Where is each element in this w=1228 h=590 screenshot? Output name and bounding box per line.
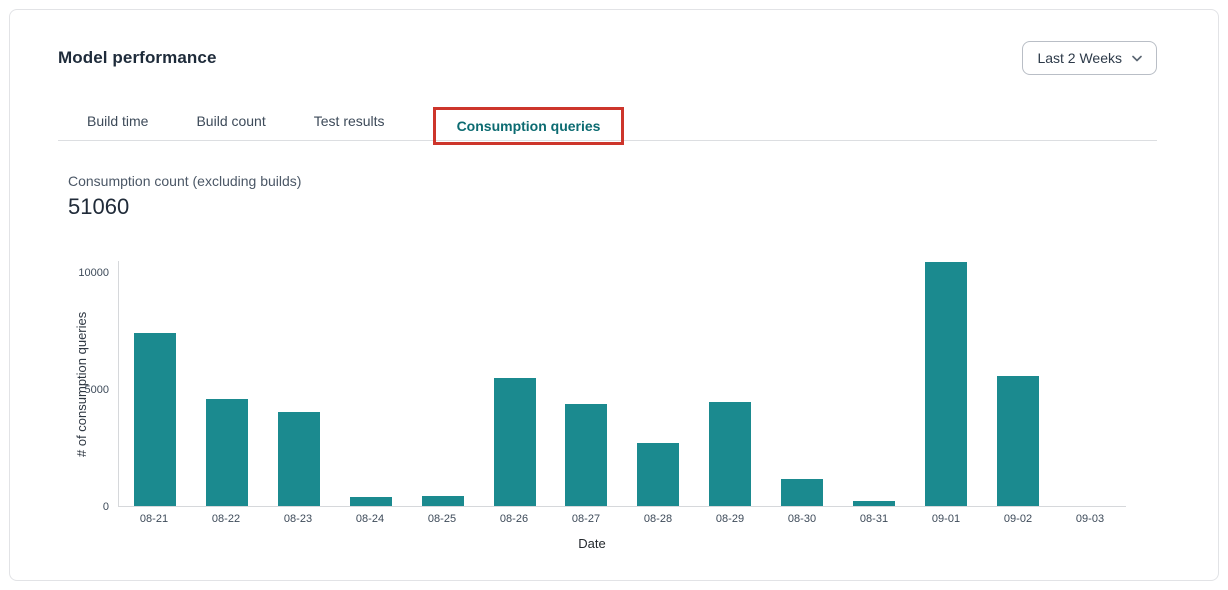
tab-consumption-queries[interactable]: Consumption queries xyxy=(456,118,601,134)
tab-test-results[interactable]: Test results xyxy=(313,112,385,129)
bar-08-29[interactable] xyxy=(709,402,752,506)
bar-slot xyxy=(982,376,1054,506)
consumption-count-metric: Consumption count (excluding builds) 510… xyxy=(68,173,1157,220)
chevron-down-icon xyxy=(1132,55,1142,62)
x-tick-label: 09-03 xyxy=(1075,513,1105,525)
bar-09-01[interactable] xyxy=(925,262,968,506)
y-tick-label: 10000 xyxy=(78,266,109,279)
plot-wrap: # of consumption queries 0 5000 10000 xyxy=(74,261,1126,513)
x-tick-label: 09-02 xyxy=(1003,513,1033,525)
bar-09-02[interactable] xyxy=(997,376,1040,506)
x-tick-label: 09-01 xyxy=(931,513,961,525)
metric-value: 51060 xyxy=(68,194,130,219)
header: Model performance Last 2 Weeks xyxy=(58,41,1157,75)
bar-slot xyxy=(191,399,263,506)
x-tick-label: 08-25 xyxy=(427,513,457,525)
x-tick-label: 08-28 xyxy=(643,513,673,525)
annotation-highlight-box: Consumption queries xyxy=(432,107,625,145)
time-range-value: Last 2 Weeks xyxy=(1037,50,1122,66)
x-tick-label: 08-29 xyxy=(715,513,745,525)
tab-build-count[interactable]: Build count xyxy=(196,112,266,129)
bar-slot xyxy=(119,333,191,506)
bar-08-31[interactable] xyxy=(853,501,896,506)
bar-slot xyxy=(479,378,551,506)
bar-08-24[interactable] xyxy=(349,497,392,506)
bar-slot xyxy=(694,402,766,506)
bar-08-22[interactable] xyxy=(205,399,248,506)
x-tick-label: 08-26 xyxy=(499,513,529,525)
bar-08-27[interactable] xyxy=(565,404,608,506)
x-tick-label: 08-27 xyxy=(571,513,601,525)
x-tick-label: 08-21 xyxy=(139,513,169,525)
bar-08-25[interactable] xyxy=(421,496,464,506)
bar-slot xyxy=(551,404,623,506)
plot-area xyxy=(118,261,1126,507)
bar-slot xyxy=(407,496,479,506)
tab-build-time[interactable]: Build time xyxy=(87,112,149,129)
x-tick-label: 08-31 xyxy=(859,513,889,525)
bar-08-30[interactable] xyxy=(781,479,824,506)
y-tick-label: 0 xyxy=(102,501,109,513)
x-tick-label: 08-30 xyxy=(787,513,817,525)
bar-08-28[interactable] xyxy=(637,443,680,506)
x-tick-label: 08-22 xyxy=(211,513,241,525)
bar-slot xyxy=(335,497,407,506)
x-tick-label: 08-24 xyxy=(355,513,385,525)
metric-label: Consumption count (excluding builds) xyxy=(68,173,302,189)
bar-08-26[interactable] xyxy=(493,378,536,506)
bar-slot xyxy=(766,479,838,506)
bar-08-21[interactable] xyxy=(133,333,176,506)
tab-bar: Build time Build count Test results Cons… xyxy=(58,101,1157,145)
x-axis-title: Date xyxy=(578,536,606,551)
consumption-queries-chart: # of consumption queries 0 5000 10000 08-2… xyxy=(58,261,1126,551)
bar-slot xyxy=(838,501,910,506)
bar-slot xyxy=(622,443,694,506)
bar-08-23[interactable] xyxy=(277,412,320,506)
bar-slot xyxy=(263,412,335,506)
time-range-select[interactable]: Last 2 Weeks xyxy=(1022,41,1157,75)
y-tick-label: 5000 xyxy=(84,383,109,396)
x-axis-labels: 08-21 08-22 08-23 08-24 08-25 08-26 08-27 08-28… xyxy=(118,513,1126,525)
page-title: Model performance xyxy=(58,48,217,67)
x-tick-label: 08-23 xyxy=(283,513,313,525)
model-performance-card: Model performance Last 2 Weeks Build tim… xyxy=(9,9,1219,581)
bar-slot xyxy=(910,262,982,506)
